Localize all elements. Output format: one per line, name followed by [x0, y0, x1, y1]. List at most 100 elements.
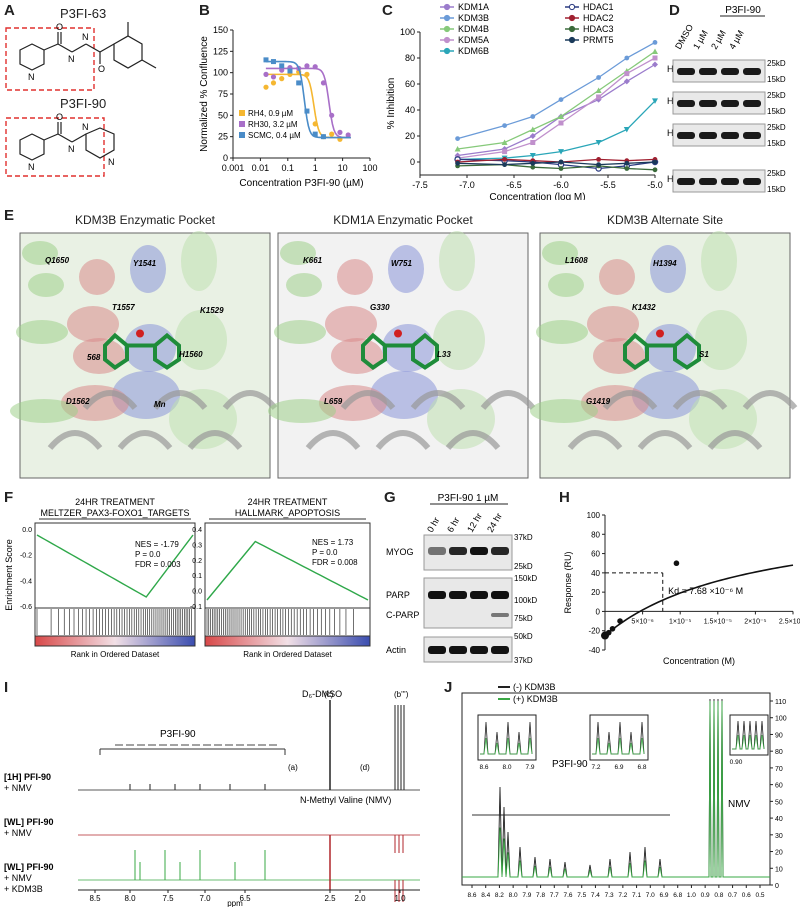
data-point [502, 157, 507, 162]
band [743, 100, 761, 107]
data-point [595, 140, 602, 146]
x-tick-label: 1 [313, 163, 318, 173]
surface-patch [701, 231, 737, 291]
residue-label: D1562 [66, 397, 90, 406]
surface-patch [181, 231, 217, 291]
ribbon [637, 430, 693, 450]
gsea-stat: FDR = 0.008 [312, 558, 358, 567]
residue-label: G330 [370, 303, 390, 312]
marker-label: 37kD [514, 656, 533, 665]
band [699, 178, 717, 185]
peak-label: (b''') [394, 690, 409, 699]
surface-patch [599, 259, 635, 295]
y-tick-label: 80 [775, 749, 783, 756]
peak-label: (c) [324, 690, 334, 699]
data-point [455, 160, 460, 166]
x-tick-label: 7.7 [550, 892, 559, 899]
surface-patch [169, 389, 237, 449]
band [677, 68, 695, 75]
data-point [652, 61, 658, 68]
data-point [279, 63, 285, 69]
data-point [652, 159, 658, 165]
surface-patch [79, 259, 115, 295]
data-point [558, 120, 564, 126]
residue-label: Y1541 [133, 259, 157, 268]
surface-patch [542, 241, 578, 265]
surface-patch [280, 241, 316, 265]
legend-label: (+) KDM3B [513, 694, 558, 704]
x-tick-label: -5.5 [600, 180, 616, 190]
data-point [652, 48, 658, 54]
svg-text:N: N [68, 144, 75, 154]
band [428, 547, 446, 555]
surface-patch [22, 241, 58, 265]
surface-patch [28, 273, 64, 297]
gsea-stat: P = 0.0 [135, 550, 161, 559]
y-tick-label: 0 [775, 883, 779, 890]
y-tick-label: -40 [588, 646, 600, 655]
ribbon [480, 390, 536, 410]
surface-patch [632, 371, 700, 419]
ribbon [602, 390, 658, 410]
legend-label: (-) KDM3B [513, 682, 556, 692]
data-point [270, 74, 277, 80]
peak-label: (d) [360, 763, 370, 772]
x-tick-label: 8.0 [124, 894, 136, 903]
inset-tick-label: 7.9 [525, 764, 534, 771]
x-tick-label: 8.5 [89, 894, 101, 903]
data-point [501, 139, 508, 145]
ribbon [117, 430, 173, 450]
data-point [558, 113, 564, 119]
ribbon [340, 390, 396, 410]
y-tick-label: -20 [588, 627, 600, 636]
gsea-title: 24HR TREATMENT [75, 497, 155, 507]
marker-label: 150kD [514, 574, 537, 583]
chart-b: 0 25 50 75 100 125 150 0.001 0.01 0.1 1 10 100 Concen… [199, 25, 378, 189]
data-point [609, 625, 616, 632]
chart-h: -40 -20 0 20 40 60 80 100 5×10⁻⁶ 1×10⁻⁵ 1.5×10⁻⁵ 2×… [563, 511, 800, 666]
legend-marker [568, 36, 576, 44]
y-tick-label: -0.1 [190, 604, 202, 611]
data-point [502, 123, 507, 128]
compound-label: P3FI-90 [160, 729, 196, 740]
data-point [529, 126, 536, 132]
svg-text:O: O [56, 112, 63, 122]
lane-label: 12 hr [465, 511, 484, 534]
data-point [596, 162, 601, 168]
legend-label: KDM1A [458, 2, 489, 12]
gsea-title: HALLMARK_APOPTOSIS [235, 508, 340, 518]
compound-label: P3FI-90 [552, 759, 588, 770]
surface-patch [286, 273, 322, 297]
y-tick-label: 0.3 [192, 542, 202, 549]
data-point [454, 146, 461, 152]
lane-label: 2 µM [709, 29, 728, 51]
band [449, 646, 467, 654]
ribbon [672, 390, 728, 410]
data-point [624, 71, 630, 77]
y-tick-label: 90 [775, 732, 783, 739]
x-tick-label: 10 [338, 163, 348, 173]
y-axis-label: Normalized % Confluence [199, 36, 210, 152]
y-tick-label: 0.4 [192, 527, 202, 534]
panel-e: E KDM3B Enzymatic Pocket KDM1A Enzymatic… [0, 205, 800, 480]
inset-tick-label: 0.90 [730, 759, 743, 766]
enrichment-curve [206, 540, 369, 601]
inset-plus [480, 737, 533, 755]
svg-text:N: N [82, 32, 89, 42]
data-point [596, 94, 602, 100]
data-point [270, 80, 277, 86]
data-point [312, 64, 318, 70]
data-point [530, 140, 536, 145]
trace-label: + NMV [4, 828, 32, 838]
surface-patch [325, 306, 377, 342]
panel-label-g: G [384, 489, 396, 506]
legend-label: KDM5A [458, 35, 489, 45]
marker-label: 15kD [767, 185, 786, 194]
panel-label-i: I [4, 679, 9, 696]
panel-label-j: J [444, 679, 453, 696]
marker-label: 25kD [767, 123, 786, 132]
marker-label: 100kD [514, 596, 537, 605]
y-tick-label: 20 [591, 588, 600, 597]
hit-frame [34, 607, 196, 637]
